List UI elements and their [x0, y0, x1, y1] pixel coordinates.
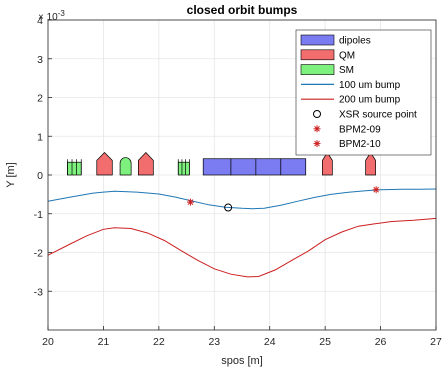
y-exponent-base: × 10 [38, 12, 58, 23]
x-tick-label: 27 [430, 336, 442, 348]
sextupole-marker [67, 162, 81, 175]
legend-label: 200 um bump [339, 95, 401, 106]
y-tick-label: -3 [34, 286, 43, 298]
legend-label: SM [339, 65, 354, 76]
x-tick-label: 25 [319, 336, 331, 348]
legend-swatch [314, 140, 321, 147]
x-tick-label: 24 [264, 336, 276, 348]
dipole-element [231, 159, 256, 175]
x-axis-label: spos [m] [221, 355, 263, 367]
x-tick-label: 26 [375, 336, 387, 348]
x-tick-label: 21 [98, 336, 110, 348]
y-tick-label: 2 [37, 93, 43, 105]
legend-label: 100 um bump [339, 80, 401, 91]
y-tick-label: -1 [34, 209, 43, 221]
x-tick-label: 20 [42, 336, 54, 348]
sextupole-marker [178, 162, 189, 175]
legend-swatch [301, 35, 334, 45]
legend-swatch [314, 125, 321, 132]
x-tick-label: 23 [208, 336, 220, 348]
y-tick-label: 1 [37, 131, 43, 143]
x-tick-label: 22 [153, 336, 165, 348]
legend-box [296, 30, 431, 155]
y-tick-label: 3 [37, 54, 43, 66]
bpm-marker [187, 199, 194, 206]
sm-element [120, 158, 131, 175]
legend-label: dipoles [339, 36, 371, 47]
chart-title: closed orbit bumps [187, 3, 298, 17]
legend: dipoles QM SM 100 um bump 200 um bump XSR sou… [296, 30, 431, 155]
bpm-marker [373, 186, 380, 193]
legend-swatch [301, 50, 334, 60]
y-exponent-power: -3 [58, 9, 66, 18]
legend-label: QM [339, 50, 355, 61]
y-tick-label: 0 [37, 170, 43, 182]
y-tick-label: -2 [34, 248, 43, 260]
legend-label: XSR source point [339, 110, 417, 121]
y-axis-label: Y [m] [5, 162, 17, 187]
legend-label: BPM2-10 [339, 139, 381, 150]
dipole-element [256, 159, 281, 175]
dipole-element [281, 159, 306, 175]
legend-swatch [301, 65, 334, 75]
legend-label: BPM2-09 [339, 124, 381, 135]
dipole-element [203, 159, 231, 175]
